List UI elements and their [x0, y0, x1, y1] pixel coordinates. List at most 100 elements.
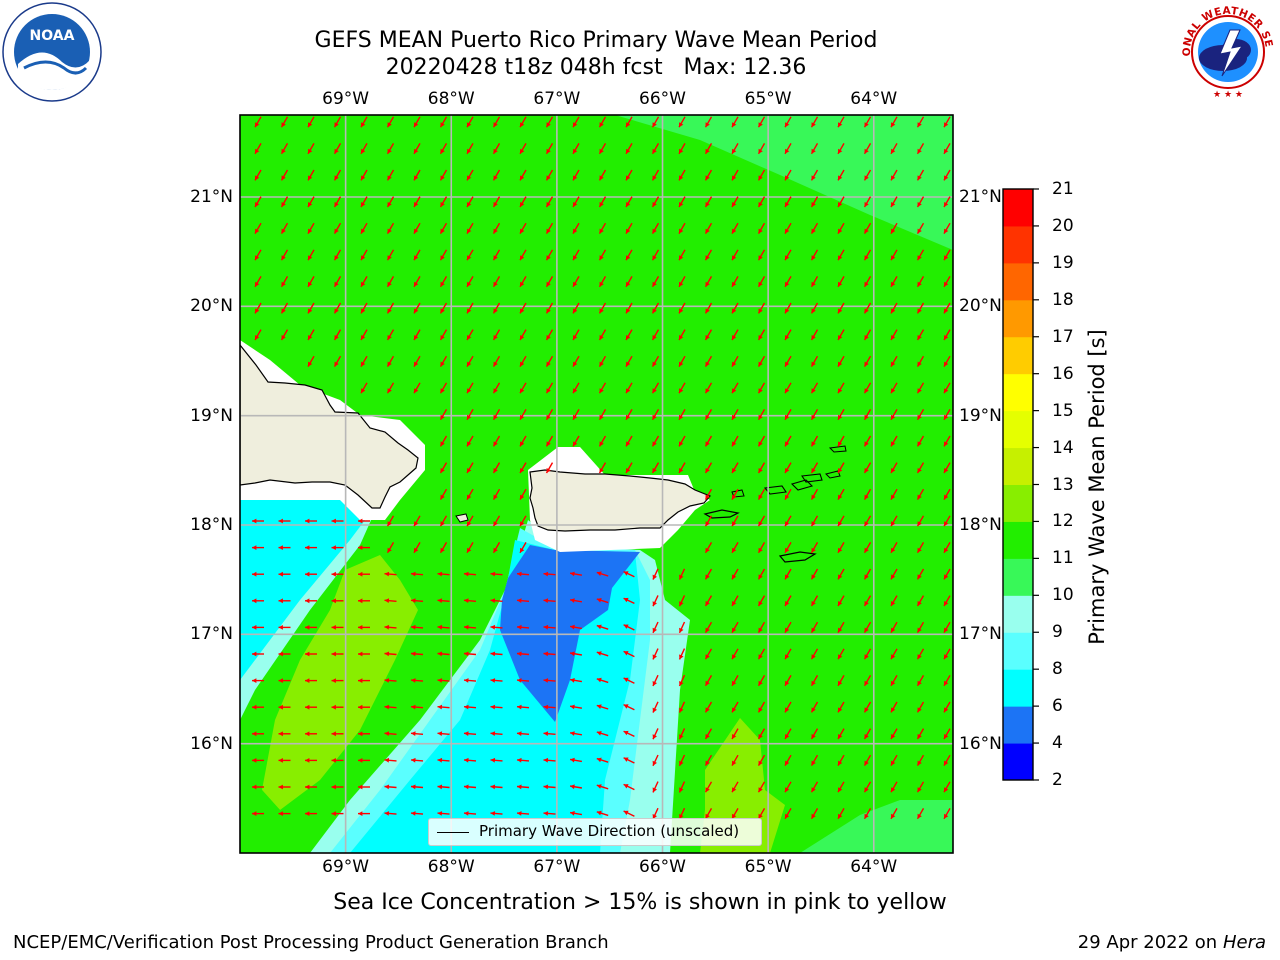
wave-arrow-head [517, 651, 522, 657]
wave-arrow-head [411, 731, 416, 736]
wave-arrow-head [520, 308, 525, 314]
wave-arrow-head [785, 122, 790, 128]
wave-arrow-head [252, 518, 257, 524]
wave-arrow-head [467, 547, 472, 553]
wave-arrow-head [493, 494, 498, 500]
longitude-label-top: 67°W [533, 89, 581, 109]
wave-arrow-head [414, 122, 419, 128]
wave-arrow-head [811, 787, 816, 793]
wave-arrow-head [679, 281, 684, 287]
contour-10-11s-ne [615, 115, 953, 250]
wave-arrow-head [705, 574, 710, 580]
wave-arrow-head [599, 148, 604, 154]
wave-arrow-head [599, 468, 604, 473]
wave-arrow-head [543, 811, 549, 816]
wave-arrow-head [520, 468, 525, 473]
wave-arrow-head [255, 335, 260, 340]
wave-arrow-head [543, 784, 549, 790]
wave-arrow-head [705, 148, 710, 154]
wave-arrow-head [917, 627, 922, 633]
wave-arrow-head [331, 758, 336, 763]
wave-arrow-head [440, 468, 445, 473]
wave-arrow-head [838, 813, 843, 819]
wave-arrow-head [358, 571, 363, 577]
colorbar-swatch [1003, 262, 1033, 301]
wave-arrow-head [493, 335, 498, 340]
wave-arrow-head [917, 308, 922, 314]
wave-arrow-head [440, 361, 445, 367]
wave-arrow-head [308, 202, 313, 207]
wave-arrow-head [917, 441, 922, 447]
contour-10-11s-se [800, 800, 953, 853]
wave-arrow-head [891, 494, 896, 500]
wave-arrow-head [517, 678, 522, 683]
wave-arrow-head [944, 228, 949, 234]
wave-arrow-head [490, 678, 496, 683]
wave-arrow-head [652, 601, 657, 607]
wave-arrow-head [811, 574, 816, 580]
wave-arrow-head [305, 758, 310, 763]
legend-line-swatch [437, 832, 469, 833]
wave-arrow-head [440, 441, 445, 447]
wave-arrow-head [596, 731, 602, 736]
wave-arrow-head [464, 731, 469, 736]
wave-arrow-head [599, 441, 604, 447]
wave-arrow-head [758, 707, 763, 713]
wave-arrow-head [652, 388, 657, 394]
wave-arrow-head [891, 148, 896, 154]
wave-arrow-head [252, 731, 257, 737]
wave-arrow-head [517, 624, 522, 630]
wave-arrow-head [679, 148, 684, 154]
colorbar-tick-label: 20 [1052, 215, 1074, 236]
wave-arrow-head [252, 571, 257, 577]
wave-arrow-head [361, 228, 366, 234]
latitude-label-right: 19°N [959, 405, 1002, 426]
wave-arrow-head [917, 547, 922, 553]
wave-arrow-head [493, 175, 498, 181]
wave-arrow-head [440, 494, 445, 500]
wave-arrow-head [623, 597, 629, 603]
wave-arrow-head [546, 308, 551, 314]
wave-arrow-head [944, 414, 949, 420]
wave-arrow-head [758, 734, 763, 739]
wave-arrow-head [864, 255, 869, 261]
wave-arrow-head [626, 148, 631, 154]
wave-arrow-head [596, 571, 602, 576]
latitude-label-right: 20°N [959, 296, 1002, 317]
wave-arrow-head [705, 335, 710, 340]
wave-arrow-head [440, 175, 445, 181]
wave-arrow-head [464, 678, 469, 683]
colorbar-tick-label: 18 [1052, 289, 1074, 310]
wave-arrow-head [490, 651, 496, 657]
wave-arrow-head [467, 148, 472, 154]
wave-arrow-head [546, 255, 551, 261]
colorbar-tick-label: 8 [1052, 659, 1063, 680]
wave-arrow-head [467, 122, 472, 128]
wave-arrow-head [464, 811, 469, 816]
wave-arrow-head [679, 308, 684, 314]
wave-arrow-head [758, 787, 763, 793]
wave-arrow-head [732, 760, 737, 766]
wave-arrow-head [440, 202, 445, 207]
wave-arrow-head [331, 731, 336, 737]
wave-arrow-head [384, 811, 390, 816]
wave-arrow-head [944, 468, 949, 473]
wave-arrow-head [255, 281, 260, 287]
wave-arrow-head [917, 281, 922, 287]
wave-arrow-head [626, 281, 631, 287]
wave-arrow-head [252, 758, 257, 763]
wave-arrow-head [520, 148, 525, 154]
colorbar-swatch [1003, 669, 1033, 707]
wave-arrow-head [599, 361, 604, 367]
wave-arrow-head [599, 122, 604, 128]
wave-arrow-head [437, 598, 443, 603]
wave-arrow-head [758, 547, 763, 553]
wave-arrow-head [891, 228, 896, 234]
wave-arrow-head [652, 148, 657, 154]
wave-arrow-head [331, 625, 336, 630]
wave-arrow-head [623, 704, 629, 709]
wave-arrow-head [838, 521, 843, 527]
wave-arrow-head [705, 255, 710, 261]
colorbar-title: Primary Wave Mean Period [s] [1085, 329, 1109, 645]
wave-arrow-head [944, 734, 949, 739]
